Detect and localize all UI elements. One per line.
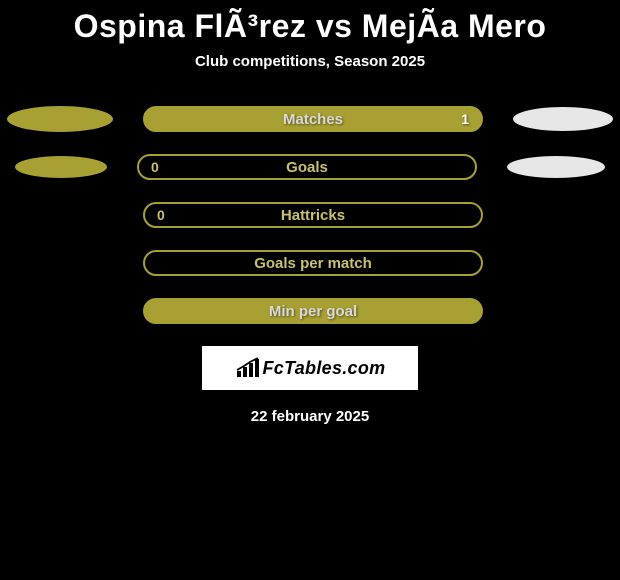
comparison-infographic: Ospina FlÃ³rez vs MejÃ­a Mero Club compe… [0,0,620,425]
stat-row: 0 Hattricks [0,202,620,228]
stat-label: Hattricks [281,207,345,224]
stat-bar: Matches 1 [143,106,483,132]
player-left-ellipse [15,156,107,178]
stat-rows: Matches 1 0 Goals 0 Hattricks Goals per match M… [0,106,620,324]
player-left-ellipse [7,106,113,132]
stat-row: Matches 1 [0,106,620,132]
stat-value-left: 0 [151,159,159,175]
stat-label: Goals per match [254,255,372,272]
stat-label: Goals [286,159,328,176]
stat-value-right: 1 [461,111,469,127]
stat-bar: 0 Hattricks [143,202,483,228]
stat-row: Min per goal [0,298,620,324]
page-title: Ospina FlÃ³rez vs MejÃ­a Mero [0,8,620,45]
stat-bar: 0 Goals [137,154,477,180]
stat-bar: Goals per match [143,250,483,276]
stat-label: Matches [283,111,343,128]
stat-row: 0 Goals [0,154,620,180]
player-right-ellipse [513,107,613,131]
stat-value-left: 0 [157,207,165,223]
subtitle: Club competitions, Season 2025 [0,53,620,70]
bar-chart-icon [235,357,261,379]
stat-label: Min per goal [269,303,357,320]
stat-bar: Min per goal [143,298,483,324]
footer-date: 22 february 2025 [0,408,620,425]
stat-row: Goals per match [0,250,620,276]
logo-text: FcTables.com [263,358,386,379]
logo-box: FcTables.com [202,346,418,390]
player-right-ellipse [507,156,605,178]
